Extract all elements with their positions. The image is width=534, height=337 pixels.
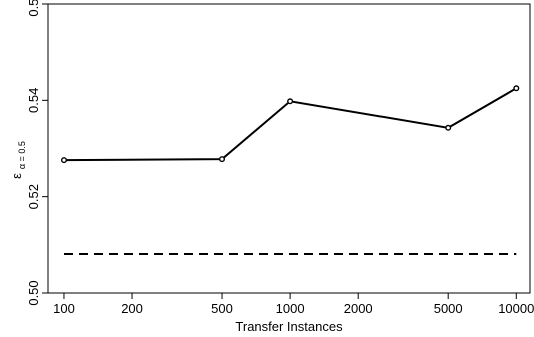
x-tick-label: 100 xyxy=(53,301,75,316)
x-tick-label: 1000 xyxy=(276,301,305,316)
y-axis: 0.50 0.52 0.54 0.56 xyxy=(26,0,48,306)
y-tick-label: 0.52 xyxy=(26,184,41,209)
y-tick-label: 0.56 xyxy=(26,0,41,17)
data-point xyxy=(287,98,294,105)
y-axis-title: ε α = 0.5 xyxy=(8,141,27,179)
y-axis-title-main: ε xyxy=(9,173,24,179)
x-tick-label: 2000 xyxy=(344,301,373,316)
y-tick-label: 0.50 xyxy=(26,280,41,305)
data-point xyxy=(218,156,225,163)
data-point xyxy=(445,124,452,131)
data-point xyxy=(61,157,68,164)
x-tick-label: 10000 xyxy=(498,301,534,316)
x-tick-label: 500 xyxy=(211,301,233,316)
x-tick-label: 5000 xyxy=(434,301,463,316)
svg-text:ε α = 0.5: ε α = 0.5 xyxy=(8,141,27,179)
y-tick-label: 0.54 xyxy=(26,88,41,113)
x-tick-label: 200 xyxy=(121,301,143,316)
y-axis-title-subscript: α = 0.5 xyxy=(17,141,27,169)
series-0 xyxy=(61,85,520,164)
data-point xyxy=(513,85,520,92)
x-axis-title: Transfer Instances xyxy=(235,319,343,334)
plot-frame xyxy=(47,3,531,294)
series-layer xyxy=(61,85,520,255)
x-axis: 100 200 500 1000 2000 5000 10000 xyxy=(53,293,534,316)
